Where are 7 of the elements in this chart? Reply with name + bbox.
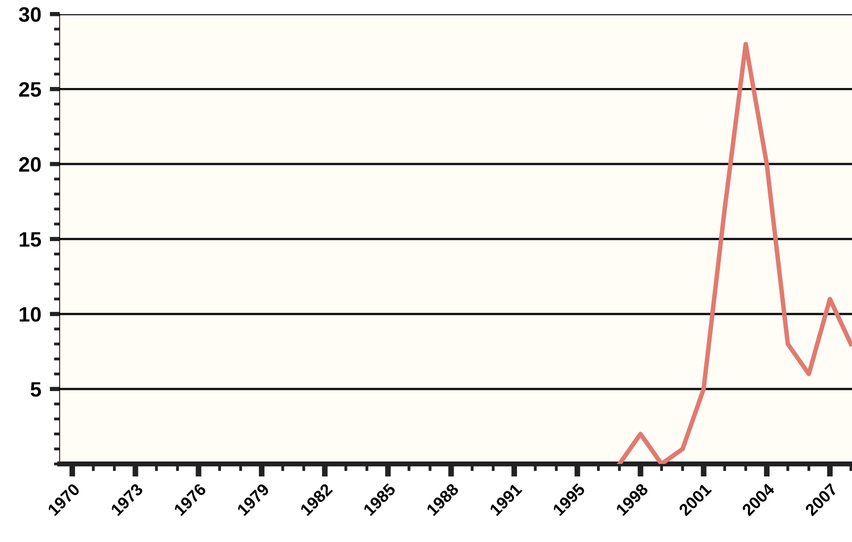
y-tick-label: 20	[19, 157, 41, 172]
line-series	[617, 42, 852, 464]
y-tick-label: 25	[19, 82, 42, 97]
y-tick-label: 15	[20, 232, 42, 247]
y-tick-label: 30	[18, 7, 41, 22]
y-tick-label: 5	[30, 382, 42, 397]
y-tick-label: 10	[20, 307, 41, 322]
